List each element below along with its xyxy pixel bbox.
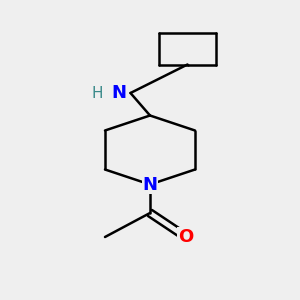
Text: N: N [142,176,158,194]
Text: O: O [178,228,194,246]
Text: N: N [111,84,126,102]
Text: H: H [92,85,103,100]
